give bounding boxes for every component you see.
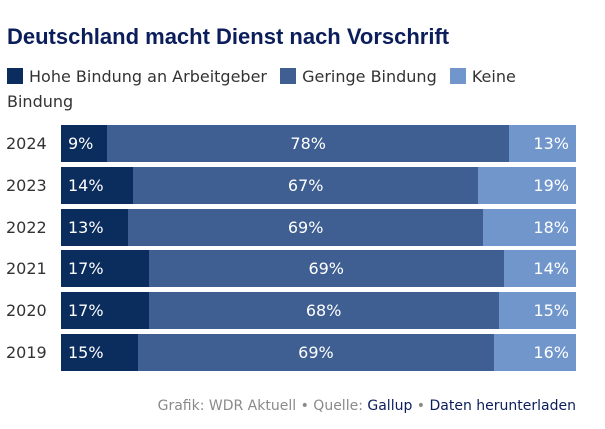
source-link[interactable]: Gallup bbox=[367, 398, 413, 414]
bar-segment-keine-bindung: 16% bbox=[493, 334, 576, 371]
legend-item-geringe-bindung: Geringe Bindung bbox=[280, 67, 437, 86]
legend: Hohe Bindung an Arbeitgeber Geringe Bind… bbox=[7, 64, 567, 114]
stacked-bar: 9% 78% 13% bbox=[61, 125, 576, 162]
bar-row-2022: 2022 13% 69% 18% bbox=[0, 208, 605, 246]
bar-segment-hohe-bindung: 15% bbox=[61, 334, 139, 371]
stacked-bar: 17% 68% 15% bbox=[61, 292, 576, 330]
stacked-bar: 13% 69% 18% bbox=[61, 208, 576, 246]
bar-segment-geringe-bindung: 78% bbox=[107, 125, 510, 162]
footer: Grafik: WDR Aktuell • Quelle: Gallup • D… bbox=[158, 398, 576, 414]
year-label: 2022 bbox=[6, 217, 47, 237]
bar-segment-geringe-bindung: 67% bbox=[133, 166, 479, 204]
legend-label-hohe-bindung: Hohe Bindung an Arbeitgeber bbox=[29, 67, 267, 86]
bar-row-2020: 2020 17% 68% 15% bbox=[0, 292, 605, 330]
bar-segment-keine-bindung: 19% bbox=[478, 166, 576, 204]
legend-item-hohe-bindung: Hohe Bindung an Arbeitgeber bbox=[7, 67, 267, 86]
year-label: 2023 bbox=[6, 175, 47, 195]
bar-segment-hohe-bindung: 14% bbox=[61, 166, 134, 204]
stacked-bar: 17% 69% 14% bbox=[61, 250, 576, 288]
bar-row-2023: 2023 14% 67% 19% bbox=[0, 166, 605, 204]
bar-segment-hohe-bindung: 13% bbox=[61, 208, 128, 246]
bar-segment-geringe-bindung: 69% bbox=[138, 334, 494, 371]
year-label: 2024 bbox=[6, 134, 47, 153]
bar-segment-keine-bindung: 18% bbox=[483, 208, 576, 246]
legend-label-geringe-bindung: Geringe Bindung bbox=[302, 67, 437, 86]
bar-segment-geringe-bindung: 69% bbox=[148, 250, 504, 288]
source-label: Quelle: bbox=[313, 398, 363, 414]
bar-segment-keine-bindung: 13% bbox=[509, 125, 576, 162]
bar-segment-keine-bindung: 15% bbox=[498, 292, 576, 330]
bar-segment-hohe-bindung: 9% bbox=[61, 125, 108, 162]
legend-swatch-keine-bindung bbox=[449, 68, 466, 84]
legend-swatch-hohe-bindung bbox=[7, 68, 23, 84]
legend-label-keine-bindung: Keine Bindung bbox=[7, 67, 516, 111]
year-label: 2021 bbox=[6, 259, 47, 279]
bar-segment-geringe-bindung: 69% bbox=[127, 208, 484, 246]
credit-text: Grafik: WDR Aktuell bbox=[157, 398, 297, 414]
bar-segment-hohe-bindung: 17% bbox=[61, 250, 149, 288]
bar-segment-geringe-bindung: 68% bbox=[148, 292, 499, 330]
download-data-link[interactable]: Daten herunterladen bbox=[429, 398, 576, 414]
footer-separator: • bbox=[416, 398, 426, 414]
bar-segment-keine-bindung: 14% bbox=[503, 250, 576, 288]
bar-row-2019: 2019 15% 69% 16% bbox=[0, 334, 605, 371]
bar-segment-hohe-bindung: 17% bbox=[61, 292, 149, 330]
year-label: 2019 bbox=[6, 343, 47, 362]
legend-item-keine-bindung: Keine Bindung bbox=[7, 67, 516, 111]
stacked-bar: 14% 67% 19% bbox=[61, 166, 576, 204]
bar-row-2021: 2021 17% 69% 14% bbox=[0, 250, 605, 288]
footer-separator: • bbox=[300, 398, 309, 414]
year-label: 2020 bbox=[6, 301, 47, 321]
legend-swatch-geringe-bindung bbox=[280, 68, 297, 84]
stacked-bar-chart: 2024 9% 78% 13% 2023 14% 67% 19% 2022 13% 69% 18% 20… bbox=[0, 125, 605, 375]
stacked-bar: 15% 69% 16% bbox=[61, 334, 576, 371]
bar-row-2024: 2024 9% 78% 13% bbox=[0, 125, 605, 162]
chart-title: Deutschland macht Dienst nach Vorschrift bbox=[7, 24, 450, 49]
